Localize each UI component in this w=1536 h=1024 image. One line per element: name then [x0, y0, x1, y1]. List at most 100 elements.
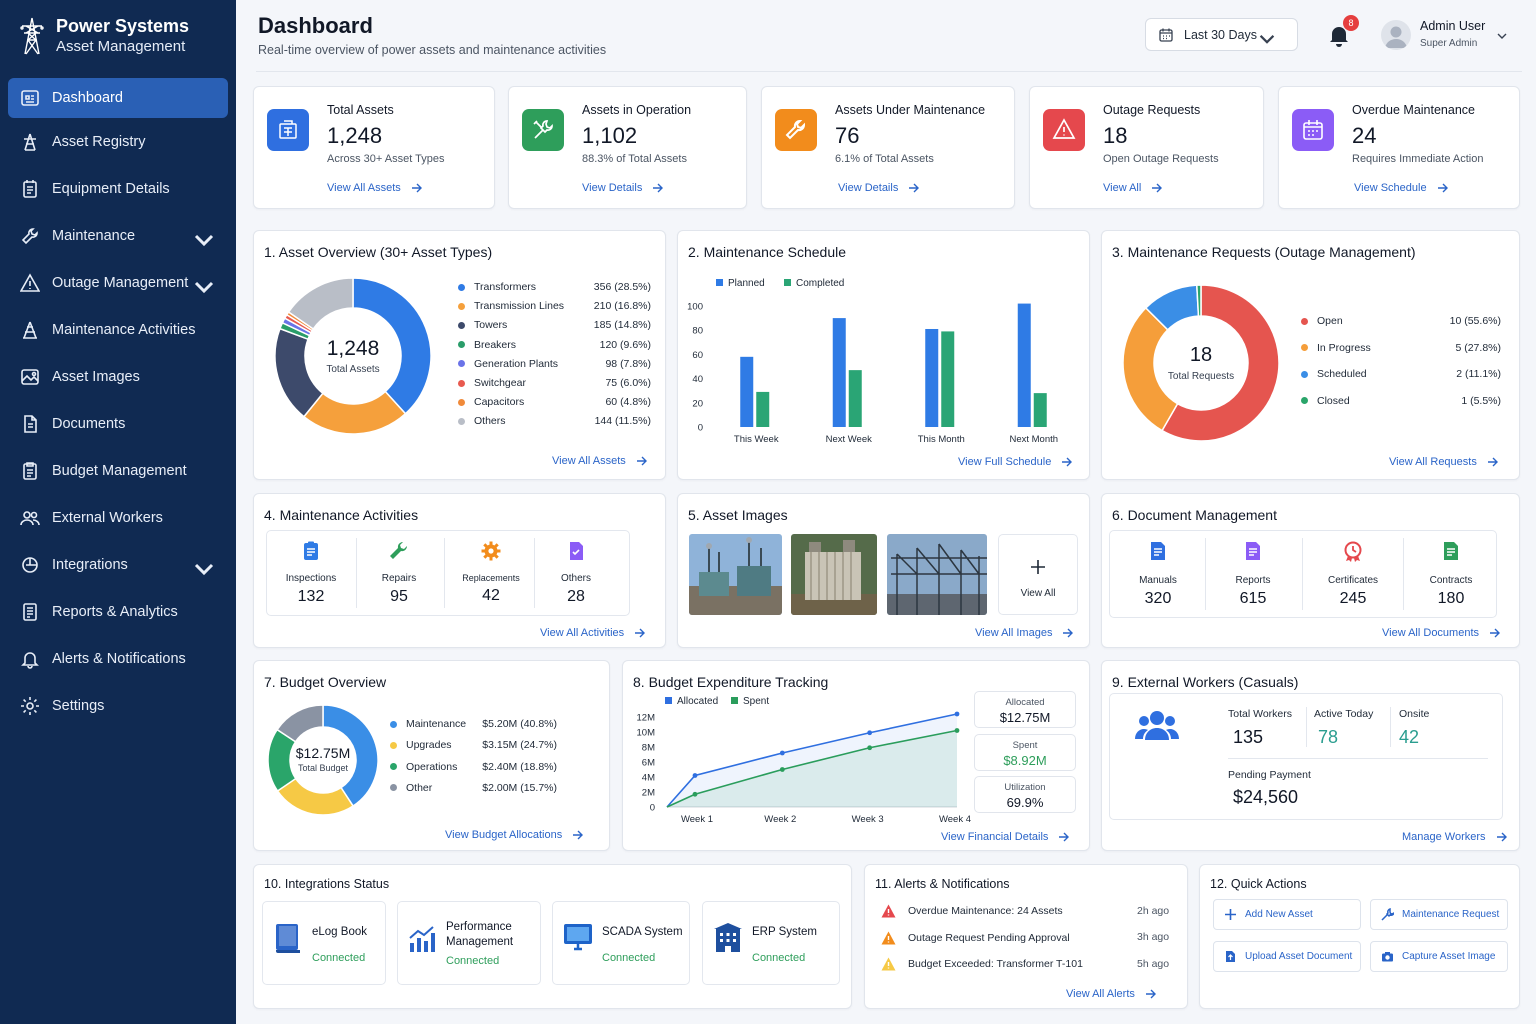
asset-image-transformer[interactable]	[791, 534, 877, 615]
data-point[interactable]	[692, 791, 698, 797]
donut-slice[interactable]	[276, 704, 324, 743]
sidebar-item-integrations[interactable]: Integrations	[0, 541, 236, 588]
document-manuals[interactable]: Manuals 320	[1112, 540, 1204, 608]
bar[interactable]	[1033, 393, 1047, 427]
sidebar-item-dashboard[interactable]: Dashboard	[8, 78, 228, 118]
document-contracts[interactable]: Contracts 180	[1405, 540, 1497, 608]
user-name[interactable]: Admin User	[1420, 19, 1486, 33]
asset-image-switchyard[interactable]	[887, 534, 987, 615]
maintenance-request-button[interactable]: Maintenance Request	[1370, 899, 1508, 930]
sidebar-item-settings[interactable]: Settings	[0, 682, 236, 729]
chevron-down-icon[interactable]	[1497, 31, 1507, 41]
card-title: 3. Maintenance Requests (Outage Manageme…	[1112, 244, 1416, 260]
activity-others[interactable]: Others 28	[536, 540, 616, 606]
view-details-link[interactable]: View Details	[582, 182, 664, 194]
donut-slice[interactable]	[287, 277, 354, 330]
bar[interactable]	[740, 356, 754, 427]
data-point[interactable]	[779, 767, 785, 772]
sidebar-item-asset-images[interactable]: Asset Images	[0, 353, 236, 400]
asset-image-substation[interactable]	[689, 534, 782, 615]
integration-status: Connected	[602, 952, 656, 964]
clipboard-icon	[23, 461, 37, 480]
integration-name: eLog Book	[312, 926, 367, 938]
card-title: 11. Alerts & Notifications	[875, 877, 1010, 891]
legend-label: In Progress	[1317, 341, 1371, 354]
data-point[interactable]	[954, 728, 960, 733]
x-tick-label: Next Month	[1009, 434, 1058, 445]
view-all-images-link[interactable]: View All Images	[975, 627, 1074, 639]
wrench-icon	[775, 109, 817, 151]
legend-label: Capacitors	[474, 396, 525, 409]
view-all-images-button[interactable]: View All	[998, 534, 1078, 615]
kpi-card-total-assets: Total Assets 1,248 Across 30+ Asset Type…	[253, 86, 495, 209]
y-tick-label: 60	[692, 350, 703, 361]
legend-dot	[390, 720, 397, 728]
alert-item[interactable]: Budget Exceeded: Transformer T-101	[881, 957, 1161, 971]
alert-item[interactable]: Overdue Maintenance: 24 Assets	[881, 904, 1161, 918]
view-full-schedule-link[interactable]: View Full Schedule	[958, 456, 1073, 468]
document-reports[interactable]: Reports 615	[1207, 540, 1299, 608]
activity-replacements[interactable]: Replacements 42	[446, 540, 536, 605]
donut-slice[interactable]	[352, 277, 431, 415]
upload-icon	[1226, 951, 1235, 962]
integration-elog-book[interactable]: eLog Book Connected	[262, 901, 386, 985]
kpi-value: 1,248	[327, 123, 383, 148]
arrow-right-icon	[1062, 457, 1073, 467]
view-schedule-link[interactable]: View Schedule	[1354, 182, 1449, 194]
sidebar-item-external-workers[interactable]: External Workers	[0, 494, 236, 541]
bar[interactable]	[848, 370, 862, 427]
data-point[interactable]	[954, 711, 960, 717]
add-new-asset-button[interactable]: Add New Asset	[1213, 899, 1361, 930]
bar[interactable]	[1017, 303, 1031, 427]
legend-value: 144 (11.5%)	[594, 415, 651, 428]
avatar[interactable]	[1381, 20, 1411, 50]
date-range-select[interactable]: Last 30 Days	[1145, 18, 1298, 51]
data-point[interactable]	[867, 730, 873, 736]
sidebar-item-label: Asset Images	[52, 368, 140, 385]
view-all-alerts-link[interactable]: View All Alerts	[1066, 988, 1157, 1000]
bar[interactable]	[941, 331, 955, 427]
view-financial-details-link[interactable]: View Financial Details	[941, 831, 1070, 843]
data-point[interactable]	[779, 750, 785, 756]
manage-workers-link[interactable]: Manage Workers	[1402, 831, 1508, 843]
wrench-icon	[21, 227, 38, 244]
sidebar-item-asset-registry[interactable]: Asset Registry	[0, 118, 236, 165]
view-all-requests-link[interactable]: View All Requests	[1389, 456, 1499, 468]
integration-scada-system[interactable]: SCADA System Connected	[552, 901, 690, 985]
kpi-label: Assets Under Maintenance	[835, 103, 986, 117]
activity-repairs[interactable]: Repairs 95	[358, 540, 440, 606]
view-all-assets-link[interactable]: View All Assets	[552, 455, 648, 467]
integration-performance-management[interactable]: Performance Management Connected	[397, 901, 541, 985]
data-point[interactable]	[867, 745, 873, 751]
capture-asset-image-button[interactable]: Capture Asset Image	[1370, 941, 1508, 972]
sidebar-item-reports-analytics[interactable]: Reports & Analytics	[0, 588, 236, 635]
document-certificates[interactable]: Certificates 245	[1305, 540, 1401, 608]
view-all-documents-link[interactable]: View All Documents	[1382, 627, 1501, 639]
sidebar-item-equipment-details[interactable]: Equipment Details	[0, 165, 236, 212]
alert-item[interactable]: Outage Request Pending Approval	[881, 931, 1161, 945]
view-all-assets-link[interactable]: View All Assets	[327, 182, 423, 194]
notification-bell-icon[interactable]	[1326, 22, 1352, 48]
bar[interactable]	[832, 318, 846, 427]
donut-slice[interactable]	[1161, 284, 1280, 442]
view-budget-allocations-link[interactable]: View Budget Allocations	[445, 829, 584, 841]
sidebar-item-budget-management[interactable]: Budget Management	[0, 447, 236, 494]
view-all-activities-link[interactable]: View All Activities	[540, 627, 646, 639]
view-details-link[interactable]: View Details	[838, 182, 920, 194]
sidebar-item-outage-management[interactable]: Outage Management	[0, 259, 236, 306]
upload-asset-document-button[interactable]: Upload Asset Document	[1213, 941, 1361, 972]
bar[interactable]	[756, 391, 770, 427]
divider	[1403, 538, 1404, 610]
activity-inspections[interactable]: Inspections 132	[270, 540, 352, 606]
sidebar-item-maintenance-activities[interactable]: Maintenance Activities	[0, 306, 236, 353]
donut-slice[interactable]	[1196, 284, 1202, 317]
integration-erp-system[interactable]: ERP System Connected	[702, 901, 840, 985]
divider	[444, 538, 445, 608]
data-point[interactable]	[692, 773, 698, 778]
donut-slice[interactable]	[322, 704, 379, 808]
bar[interactable]	[925, 328, 939, 427]
view-all-outages-link[interactable]: View All	[1103, 182, 1163, 194]
sidebar-item-documents[interactable]: Documents	[0, 400, 236, 447]
sidebar-item-alerts-notifications[interactable]: Alerts & Notifications	[0, 635, 236, 682]
sidebar-item-maintenance[interactable]: Maintenance	[0, 212, 236, 259]
